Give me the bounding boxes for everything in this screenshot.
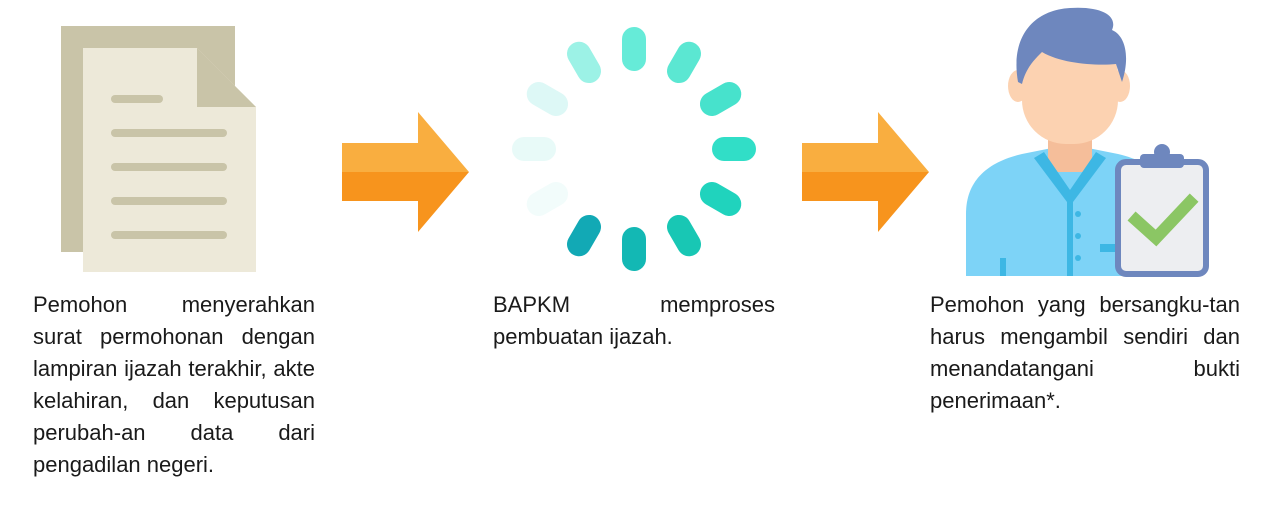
person-with-clipboard-check-icon (966, 7, 1209, 277)
spinner-dash (567, 41, 601, 84)
arrow-right-icon (802, 112, 929, 232)
collar (1034, 152, 1106, 206)
document-folded-corner (197, 48, 256, 107)
spinner-dash (667, 214, 701, 257)
loading-spinner-icon (512, 27, 756, 271)
spinner-dash (667, 41, 701, 84)
check-icon (1127, 193, 1199, 247)
spinner-dash (699, 182, 742, 216)
step-3-description: Pemohon yang bersangku-tan harus mengamb… (930, 292, 1240, 413)
step-1-description: Pemohon menyerahkan surat permohonan den… (33, 292, 315, 477)
step-2-description: BAPKM memproses pembuatan ijazah. (493, 292, 775, 349)
document-text-lines (111, 95, 227, 239)
spinner-dash (699, 82, 742, 116)
document-icon (61, 26, 256, 272)
hair (1016, 7, 1127, 85)
spinner-dash (526, 82, 569, 117)
clipboard-clip (1140, 154, 1184, 168)
spinner-dash (567, 214, 601, 257)
arrow-right-icon (342, 112, 469, 232)
spinner-dash (526, 181, 569, 216)
